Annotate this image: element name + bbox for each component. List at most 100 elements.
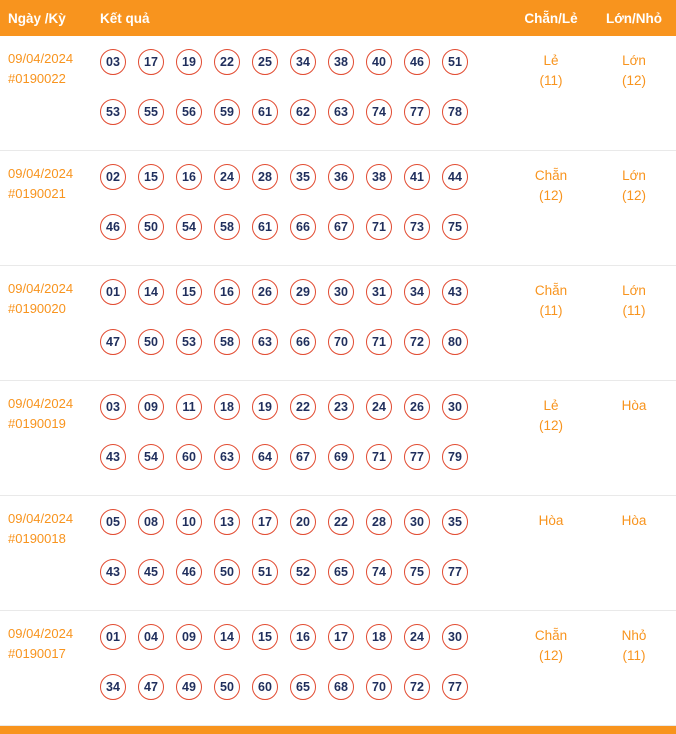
number-ball: 77 bbox=[442, 559, 468, 585]
even-odd-count: (12) bbox=[538, 188, 563, 204]
number-ball: 53 bbox=[176, 329, 202, 355]
number-ball: 17 bbox=[328, 624, 354, 650]
draw-date: 09/04/2024 bbox=[8, 51, 74, 66]
number-ball: 34 bbox=[404, 279, 430, 305]
number-ball: 44 bbox=[442, 164, 468, 190]
date-period-cell: 09/04/2024 #0190017 bbox=[0, 624, 92, 725]
number-ball: 70 bbox=[366, 674, 392, 700]
number-ball: 34 bbox=[290, 49, 316, 75]
number-ball: 49 bbox=[176, 674, 202, 700]
number-ball: 50 bbox=[138, 329, 164, 355]
number-ball: 30 bbox=[442, 394, 468, 420]
draw-date: 09/04/2024 bbox=[8, 396, 74, 411]
result-numbers-cell: 05 08 10 13 17 20 22 28 30 35 43 45 46 50 51 52 65 74 75 77 bbox=[92, 509, 510, 610]
number-ball: 10 bbox=[176, 509, 202, 535]
number-ball: 22 bbox=[214, 49, 240, 75]
big-small-cell: Hòa bbox=[592, 394, 676, 495]
result-row: 09/04/2024 #0190017 01 04 09 14 15 16 17 18 24 30 34… bbox=[0, 611, 676, 726]
number-ball: 26 bbox=[252, 279, 278, 305]
number-ball: 43 bbox=[100, 444, 126, 470]
bottom-accent-bar bbox=[0, 726, 676, 734]
draw-date: 09/04/2024 bbox=[8, 281, 74, 296]
number-ball: 38 bbox=[366, 164, 392, 190]
number-ball: 68 bbox=[328, 674, 354, 700]
number-ball: 74 bbox=[366, 99, 392, 125]
big-small-count: (12) bbox=[621, 188, 646, 204]
number-ball-line: 01 14 15 16 26 29 30 31 34 43 bbox=[100, 279, 510, 305]
even-odd-cell: Hòa bbox=[510, 509, 592, 610]
number-ball: 28 bbox=[252, 164, 278, 190]
number-ball: 61 bbox=[252, 214, 278, 240]
big-small-value: Lớn bbox=[622, 53, 646, 68]
number-ball: 14 bbox=[138, 279, 164, 305]
even-odd-cell: Chẵn (12) bbox=[510, 624, 592, 725]
even-odd-cell: Lẻ (11) bbox=[510, 49, 592, 150]
number-ball: 51 bbox=[442, 49, 468, 75]
date-period-cell: 09/04/2024 #0190021 bbox=[0, 164, 92, 265]
number-ball: 47 bbox=[138, 674, 164, 700]
draw-date: 09/04/2024 bbox=[8, 166, 74, 181]
number-ball: 22 bbox=[290, 394, 316, 420]
number-ball: 78 bbox=[442, 99, 468, 125]
results-body: 09/04/2024 #0190022 03 17 19 22 25 34 38 40 46 51 53… bbox=[0, 36, 676, 726]
number-ball: 31 bbox=[366, 279, 392, 305]
number-ball: 66 bbox=[290, 214, 316, 240]
result-numbers-cell: 01 04 09 14 15 16 17 18 24 30 34 47 49 50 60 65 68 70 72 77 bbox=[92, 624, 510, 725]
draw-period: #0190022 bbox=[8, 70, 66, 86]
number-ball: 36 bbox=[328, 164, 354, 190]
number-ball: 75 bbox=[404, 559, 430, 585]
number-ball: 40 bbox=[366, 49, 392, 75]
even-odd-cell: Chẵn (12) bbox=[510, 164, 592, 265]
number-ball: 75 bbox=[442, 214, 468, 240]
number-ball: 24 bbox=[214, 164, 240, 190]
number-ball-line: 03 09 11 18 19 22 23 24 26 30 bbox=[100, 394, 510, 420]
column-header-date-period: Ngày /Kỳ bbox=[8, 10, 66, 26]
number-ball: 03 bbox=[100, 394, 126, 420]
number-ball: 51 bbox=[252, 559, 278, 585]
number-ball-line: 53 55 56 59 61 62 63 74 77 78 bbox=[100, 99, 510, 125]
number-ball-line: 02 15 16 24 28 35 36 38 41 44 bbox=[100, 164, 510, 190]
number-ball: 54 bbox=[138, 444, 164, 470]
number-ball: 72 bbox=[404, 674, 430, 700]
big-small-cell: Lớn (11) bbox=[592, 279, 676, 380]
draw-period: #0190018 bbox=[8, 530, 66, 546]
even-odd-count: (12) bbox=[538, 648, 563, 664]
draw-period: #0190020 bbox=[8, 300, 66, 316]
number-ball: 25 bbox=[252, 49, 278, 75]
big-small-value: Nhỏ bbox=[621, 628, 647, 643]
number-ball: 02 bbox=[100, 164, 126, 190]
column-header-big-small: Lớn/Nhỏ bbox=[605, 10, 663, 26]
number-ball: 60 bbox=[176, 444, 202, 470]
date-period-cell: 09/04/2024 #0190022 bbox=[0, 49, 92, 150]
number-ball: 18 bbox=[366, 624, 392, 650]
date-period-cell: 09/04/2024 #0190019 bbox=[0, 394, 92, 495]
number-ball: 17 bbox=[138, 49, 164, 75]
result-row: 09/04/2024 #0190020 01 14 15 16 26 29 30 31 34 43 47… bbox=[0, 266, 676, 381]
number-ball: 15 bbox=[252, 624, 278, 650]
draw-period: #0190017 bbox=[8, 645, 66, 661]
number-ball: 35 bbox=[290, 164, 316, 190]
big-small-cell: Lớn (12) bbox=[592, 49, 676, 150]
number-ball-line: 43 54 60 63 64 67 69 71 77 79 bbox=[100, 444, 510, 470]
number-ball: 43 bbox=[100, 559, 126, 585]
number-ball: 63 bbox=[328, 99, 354, 125]
result-row: 09/04/2024 #0190019 03 09 11 18 19 22 23 24 26 30 43… bbox=[0, 381, 676, 496]
number-ball: 19 bbox=[176, 49, 202, 75]
number-ball: 69 bbox=[328, 444, 354, 470]
number-ball: 66 bbox=[290, 329, 316, 355]
number-ball: 50 bbox=[214, 559, 240, 585]
number-ball: 53 bbox=[100, 99, 126, 125]
even-odd-value: Lẻ bbox=[543, 398, 559, 413]
number-ball: 71 bbox=[366, 444, 392, 470]
draw-period: #0190019 bbox=[8, 415, 66, 431]
number-ball: 03 bbox=[100, 49, 126, 75]
number-ball: 65 bbox=[290, 674, 316, 700]
number-ball: 08 bbox=[138, 509, 164, 535]
number-ball: 79 bbox=[442, 444, 468, 470]
draw-period: #0190021 bbox=[8, 185, 66, 201]
big-small-value: Lớn bbox=[622, 283, 646, 298]
even-odd-value: Chẵn bbox=[534, 628, 568, 643]
big-small-cell: Lớn (12) bbox=[592, 164, 676, 265]
number-ball: 65 bbox=[328, 559, 354, 585]
date-period-cell: 09/04/2024 #0190020 bbox=[0, 279, 92, 380]
